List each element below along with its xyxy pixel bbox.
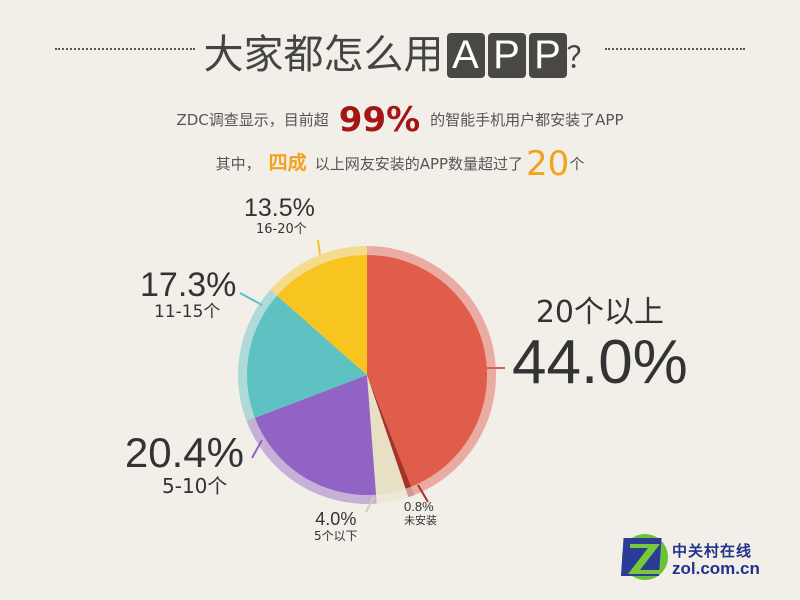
pie-slice <box>247 295 367 418</box>
zol-logo <box>620 532 670 586</box>
label-under5: 4.0% 5个以下 <box>314 510 358 542</box>
title-question: ？ <box>566 41 597 76</box>
logo-cn: 中关村在线 <box>672 542 753 560</box>
slice-value: 20.4% <box>124 429 244 476</box>
subtitle-text: 其中， <box>215 155 261 173</box>
leader-line <box>317 239 321 256</box>
pie-slice <box>367 375 406 495</box>
pie-slice <box>367 255 488 487</box>
title-letter: A <box>446 33 485 78</box>
page-title: 大家都怎么用 A P P？ <box>0 22 800 80</box>
subtitle-text: 个 <box>569 155 585 173</box>
title-letter: P <box>487 33 526 78</box>
label-none: 0.8% 未安装 <box>404 500 437 526</box>
slice-value: 0.8% <box>404 499 434 514</box>
pie-slice <box>276 255 367 375</box>
label-20plus: 20个以上 44.0% <box>512 298 688 394</box>
slice-value: 44.0% <box>512 328 688 397</box>
leader-line <box>251 439 263 459</box>
subtitle-text: 的智能手机用户都安装了APP <box>430 111 624 129</box>
leader-line <box>239 292 263 306</box>
subtitle-text: ZDC调查显示，目前超 <box>176 111 329 129</box>
highlight-sicheng: 四成 <box>268 152 307 174</box>
pie-slice <box>254 375 377 496</box>
logo-en: ZOL.com.cn <box>672 559 760 578</box>
slice-value: 17.3% <box>140 266 237 304</box>
pie-slice <box>367 375 412 489</box>
slice-label: 5-10个 <box>162 474 228 498</box>
subtitle-line-1: ZDC调查显示，目前超 99% 的智能手机用户都安装了APP <box>0 100 800 140</box>
title-dots-left <box>55 48 195 50</box>
slice-label: 未安装 <box>404 514 437 527</box>
slice-label: 20个以上 <box>535 295 664 330</box>
title-letter: P <box>528 33 567 78</box>
title-dots-right <box>605 48 745 50</box>
slice-label: 5个以下 <box>314 529 358 543</box>
zol-logo-icon <box>620 534 668 580</box>
highlight-20: 20 <box>526 144 570 184</box>
slice-label: 16-20个 <box>256 222 307 237</box>
highlight-99: 99% <box>338 100 421 140</box>
subtitle-line-2: 其中， 四成 以上网友安装的APP数量超过了20个 <box>0 144 800 184</box>
slice-value: 4.0% <box>315 509 357 529</box>
leader-line <box>365 496 375 513</box>
leader-line <box>417 484 429 503</box>
slice-value: 13.5% <box>244 194 315 222</box>
label-16-20: 13.5% 16-20个 <box>244 194 315 237</box>
pie-ring-segment <box>375 486 409 504</box>
label-11-15: 17.3% 11-15个 <box>140 268 236 321</box>
label-5-10: 20.4% 5-10个 <box>124 429 244 498</box>
subtitle-text: 以上网友安装的APP数量超过了 <box>314 155 524 173</box>
title-text: 大家都怎么用 <box>203 32 444 78</box>
zol-logo-text: 中关村在线 ZOL.com.cn <box>672 540 760 579</box>
slice-label: 11-15个 <box>154 302 221 322</box>
